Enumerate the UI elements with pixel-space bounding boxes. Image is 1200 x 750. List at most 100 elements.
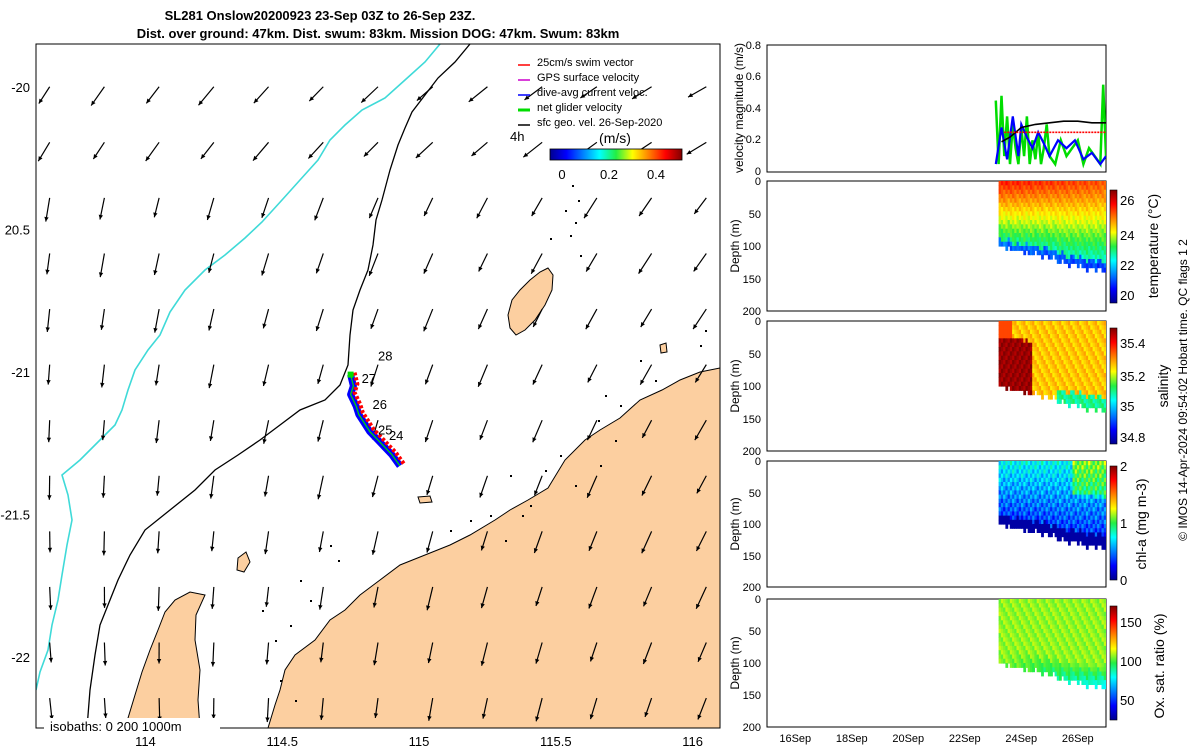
section-cell [1007,181,1011,186]
section-cell [1063,599,1067,604]
current-arrow-head [639,211,644,217]
section-cell [1041,368,1044,374]
section-cell [1081,254,1085,260]
section-cell [1065,675,1069,681]
section-cell [1018,386,1022,391]
section-cell [1079,507,1082,512]
section-cell [1056,611,1060,617]
section-cell [1076,532,1080,538]
section-cell [1070,671,1073,677]
section-cell [998,233,1002,238]
section-cell [1074,620,1078,626]
section-cell [1079,360,1082,365]
section-cell [1094,658,1098,664]
section-cell [1018,515,1022,521]
section-cell [1092,185,1096,191]
section-cell [1085,381,1089,387]
section-cell [1018,338,1022,344]
section-cell [1092,394,1096,400]
section-cell [1070,207,1073,212]
section-cell [1070,381,1073,387]
section-cell [1054,490,1058,496]
section-cell [1038,220,1042,225]
day-label-26: 26 [373,397,387,412]
section-cell [1085,675,1089,681]
section-cell [1034,347,1038,352]
section-cell [1090,671,1094,677]
section-cell [1012,377,1015,383]
section-cell [1030,202,1033,208]
section-cell [1097,355,1100,361]
section-cell [1065,321,1069,326]
section-cell [1103,342,1106,348]
section-cell [1038,663,1042,668]
section-cell [1047,246,1051,251]
section-cell [1074,603,1078,609]
section-cell [1063,515,1067,521]
section-cell [1065,473,1069,479]
section-cell [1063,198,1067,204]
section-cell [1021,321,1024,326]
current-arrow-head [471,151,477,156]
section-cell [1059,207,1062,212]
section-cell [998,641,1002,647]
section-cell [1047,329,1051,335]
current-arrow-head [426,605,431,611]
section-cell [1009,233,1013,238]
section-cell [1083,599,1087,604]
section-cell [1023,342,1027,348]
ox-cbar-tick-2: 150 [1120,615,1142,630]
section-cell [1074,637,1078,643]
section-cell [1043,390,1047,396]
section-cell [1094,399,1098,404]
section-cell [1021,198,1024,204]
section-cell [1030,650,1033,656]
section-cell [1012,654,1015,660]
section-cell [1099,641,1103,647]
section-cell [1032,519,1035,525]
salinity-section [998,321,1106,413]
section-cell [1088,628,1091,634]
section-cell [1005,342,1009,348]
section-cell [1054,482,1058,487]
section-cell [1076,663,1080,668]
section-cell [1076,524,1080,529]
section-cell [1043,347,1047,352]
section-cell [1052,381,1056,387]
section-cell [1072,490,1076,496]
section-cell [1070,181,1073,186]
section-cell [1063,603,1067,609]
section-cell [1047,355,1051,361]
section-cell [1076,259,1080,264]
section-cell [1072,650,1076,656]
section-cell [1025,181,1029,186]
section-cell [1036,325,1040,331]
section-cell [1065,347,1069,352]
section-cell [1014,624,1018,630]
section-cell [1063,325,1067,331]
section-cell [1043,224,1047,230]
section-cell [1012,477,1015,483]
section-cell [1076,607,1080,613]
section-cell [1030,654,1033,660]
section-cell [1027,381,1031,387]
section-cell [1074,329,1078,335]
section-cell [1070,650,1073,656]
section-cell [1097,461,1100,466]
section-cell [1085,246,1089,251]
section-cell [1059,338,1062,344]
section-cell [1065,364,1069,370]
section-cell [1012,611,1015,617]
section-cell [1030,390,1033,396]
section-cell [1000,377,1004,383]
section-cell [1016,603,1020,609]
section-cell [1052,477,1056,483]
current-arrow-head [209,493,214,499]
section-cell [1027,624,1031,630]
section-cell [1081,263,1085,269]
section-cell [1023,241,1027,247]
section-cell [1047,207,1051,212]
section-cell [1063,254,1067,260]
section-cell [1012,486,1015,491]
section-cell [1007,237,1011,243]
